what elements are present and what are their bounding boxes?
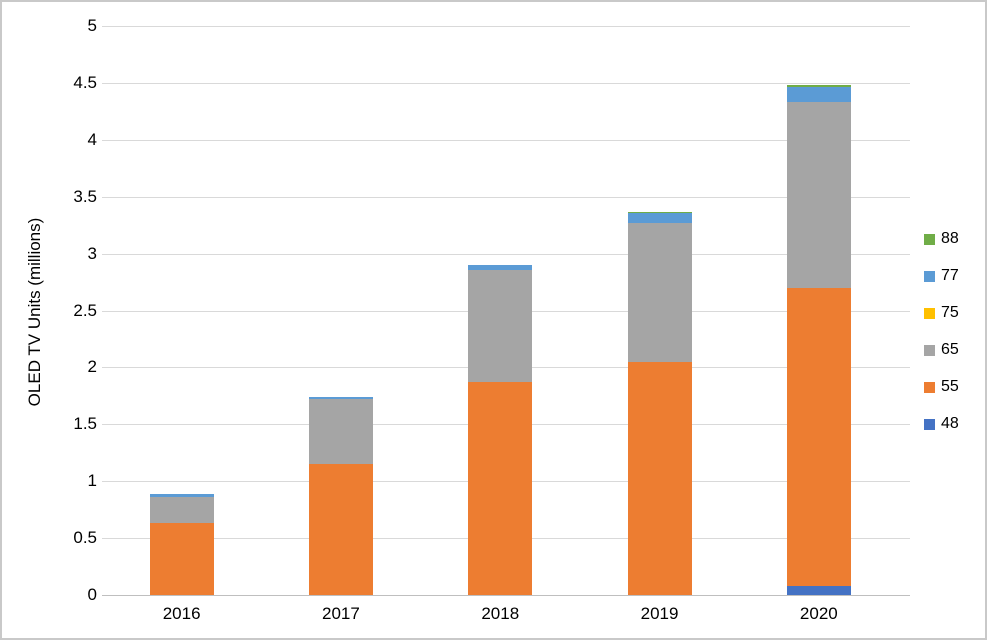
- x-tick-label-2020: 2020: [799, 604, 838, 623]
- x-axis-tick-labels: 2016 2017 2018 2019 2020: [2, 603, 985, 629]
- x-axis-line: [102, 595, 910, 596]
- y-tick-label: 3.5: [73, 186, 97, 206]
- y-tick-label: 1: [87, 471, 97, 491]
- bar-segment-2016-65: [149, 497, 214, 524]
- bar-segment-2017-77: [308, 397, 373, 400]
- legend: 88 77 75 65 55 48: [924, 230, 959, 433]
- bar-segment-2018-65: [468, 269, 533, 383]
- legend-item-88: 88: [924, 230, 959, 248]
- bar-segment-2018-55: [468, 382, 533, 595]
- bar-segment-2016-77: [149, 493, 214, 498]
- legend-label-88: 88: [941, 230, 959, 247]
- bar-segment-2017-65: [308, 399, 373, 465]
- legend-item-65: 65: [924, 341, 959, 359]
- legend-swatch-75: [924, 307, 935, 319]
- legend-label-48: 48: [941, 415, 959, 432]
- legend-item-55: 55: [924, 378, 959, 396]
- gridline: [102, 253, 910, 255]
- y-tick-label: 0: [87, 585, 97, 604]
- gridline: [102, 26, 910, 27]
- legend-label-55: 55: [941, 378, 959, 395]
- bar-segment-2020-65: [786, 102, 851, 288]
- y-tick-label: 2.5: [73, 300, 97, 320]
- x-tick-label-2017: 2017: [322, 604, 360, 623]
- legend-label-65: 65: [941, 341, 959, 358]
- legend-label-75: 75: [941, 304, 959, 321]
- legend-item-77: 77: [924, 267, 959, 285]
- legend-swatch-55: [924, 381, 935, 393]
- gridline: [102, 82, 910, 84]
- y-tick-label: 4.5: [73, 72, 97, 92]
- y-tick-label: 1.5: [73, 414, 97, 434]
- legend-item-48: 48: [924, 415, 959, 433]
- y-tick-label: 4: [87, 129, 97, 149]
- legend-swatch-88: [924, 233, 935, 245]
- legend-swatch-77: [924, 270, 935, 282]
- bar-segment-2019-77: [627, 212, 692, 223]
- bar-segment-2020-88: [786, 85, 851, 88]
- x-tick-label-2018: 2018: [481, 604, 520, 623]
- bar-segment-2019-65: [627, 222, 692, 362]
- y-tick-label: 5: [87, 16, 97, 35]
- bar-segment-2020-55: [786, 287, 851, 586]
- bar-segment-2020-48: [786, 585, 851, 595]
- y-axis-tick-labels: 0 0.5 1 1.5 2 2.5 3 3.5 4 4.5 5: [2, 2, 97, 638]
- bar-segment-2020-77: [786, 87, 851, 103]
- legend-swatch-65: [924, 344, 935, 356]
- bar-segment-2018-77: [468, 265, 533, 270]
- bar-segment-2019-55: [627, 361, 692, 595]
- gridline: [102, 196, 910, 198]
- x-tick-label-2019: 2019: [640, 604, 679, 623]
- y-tick-label: 3: [87, 243, 97, 263]
- legend-label-77: 77: [941, 267, 959, 284]
- legend-swatch-48: [924, 418, 935, 430]
- gridline: [102, 139, 910, 141]
- bar-segment-2016-55: [149, 523, 214, 595]
- plot-area: [102, 26, 910, 596]
- bar-segment-2019-88: [627, 211, 692, 213]
- legend-item-75: 75: [924, 304, 959, 322]
- y-tick-label: 2: [87, 357, 97, 377]
- y-tick-label: 0.5: [73, 528, 97, 548]
- bar-segment-2017-55: [308, 464, 373, 595]
- x-tick-label-2016: 2016: [162, 604, 201, 623]
